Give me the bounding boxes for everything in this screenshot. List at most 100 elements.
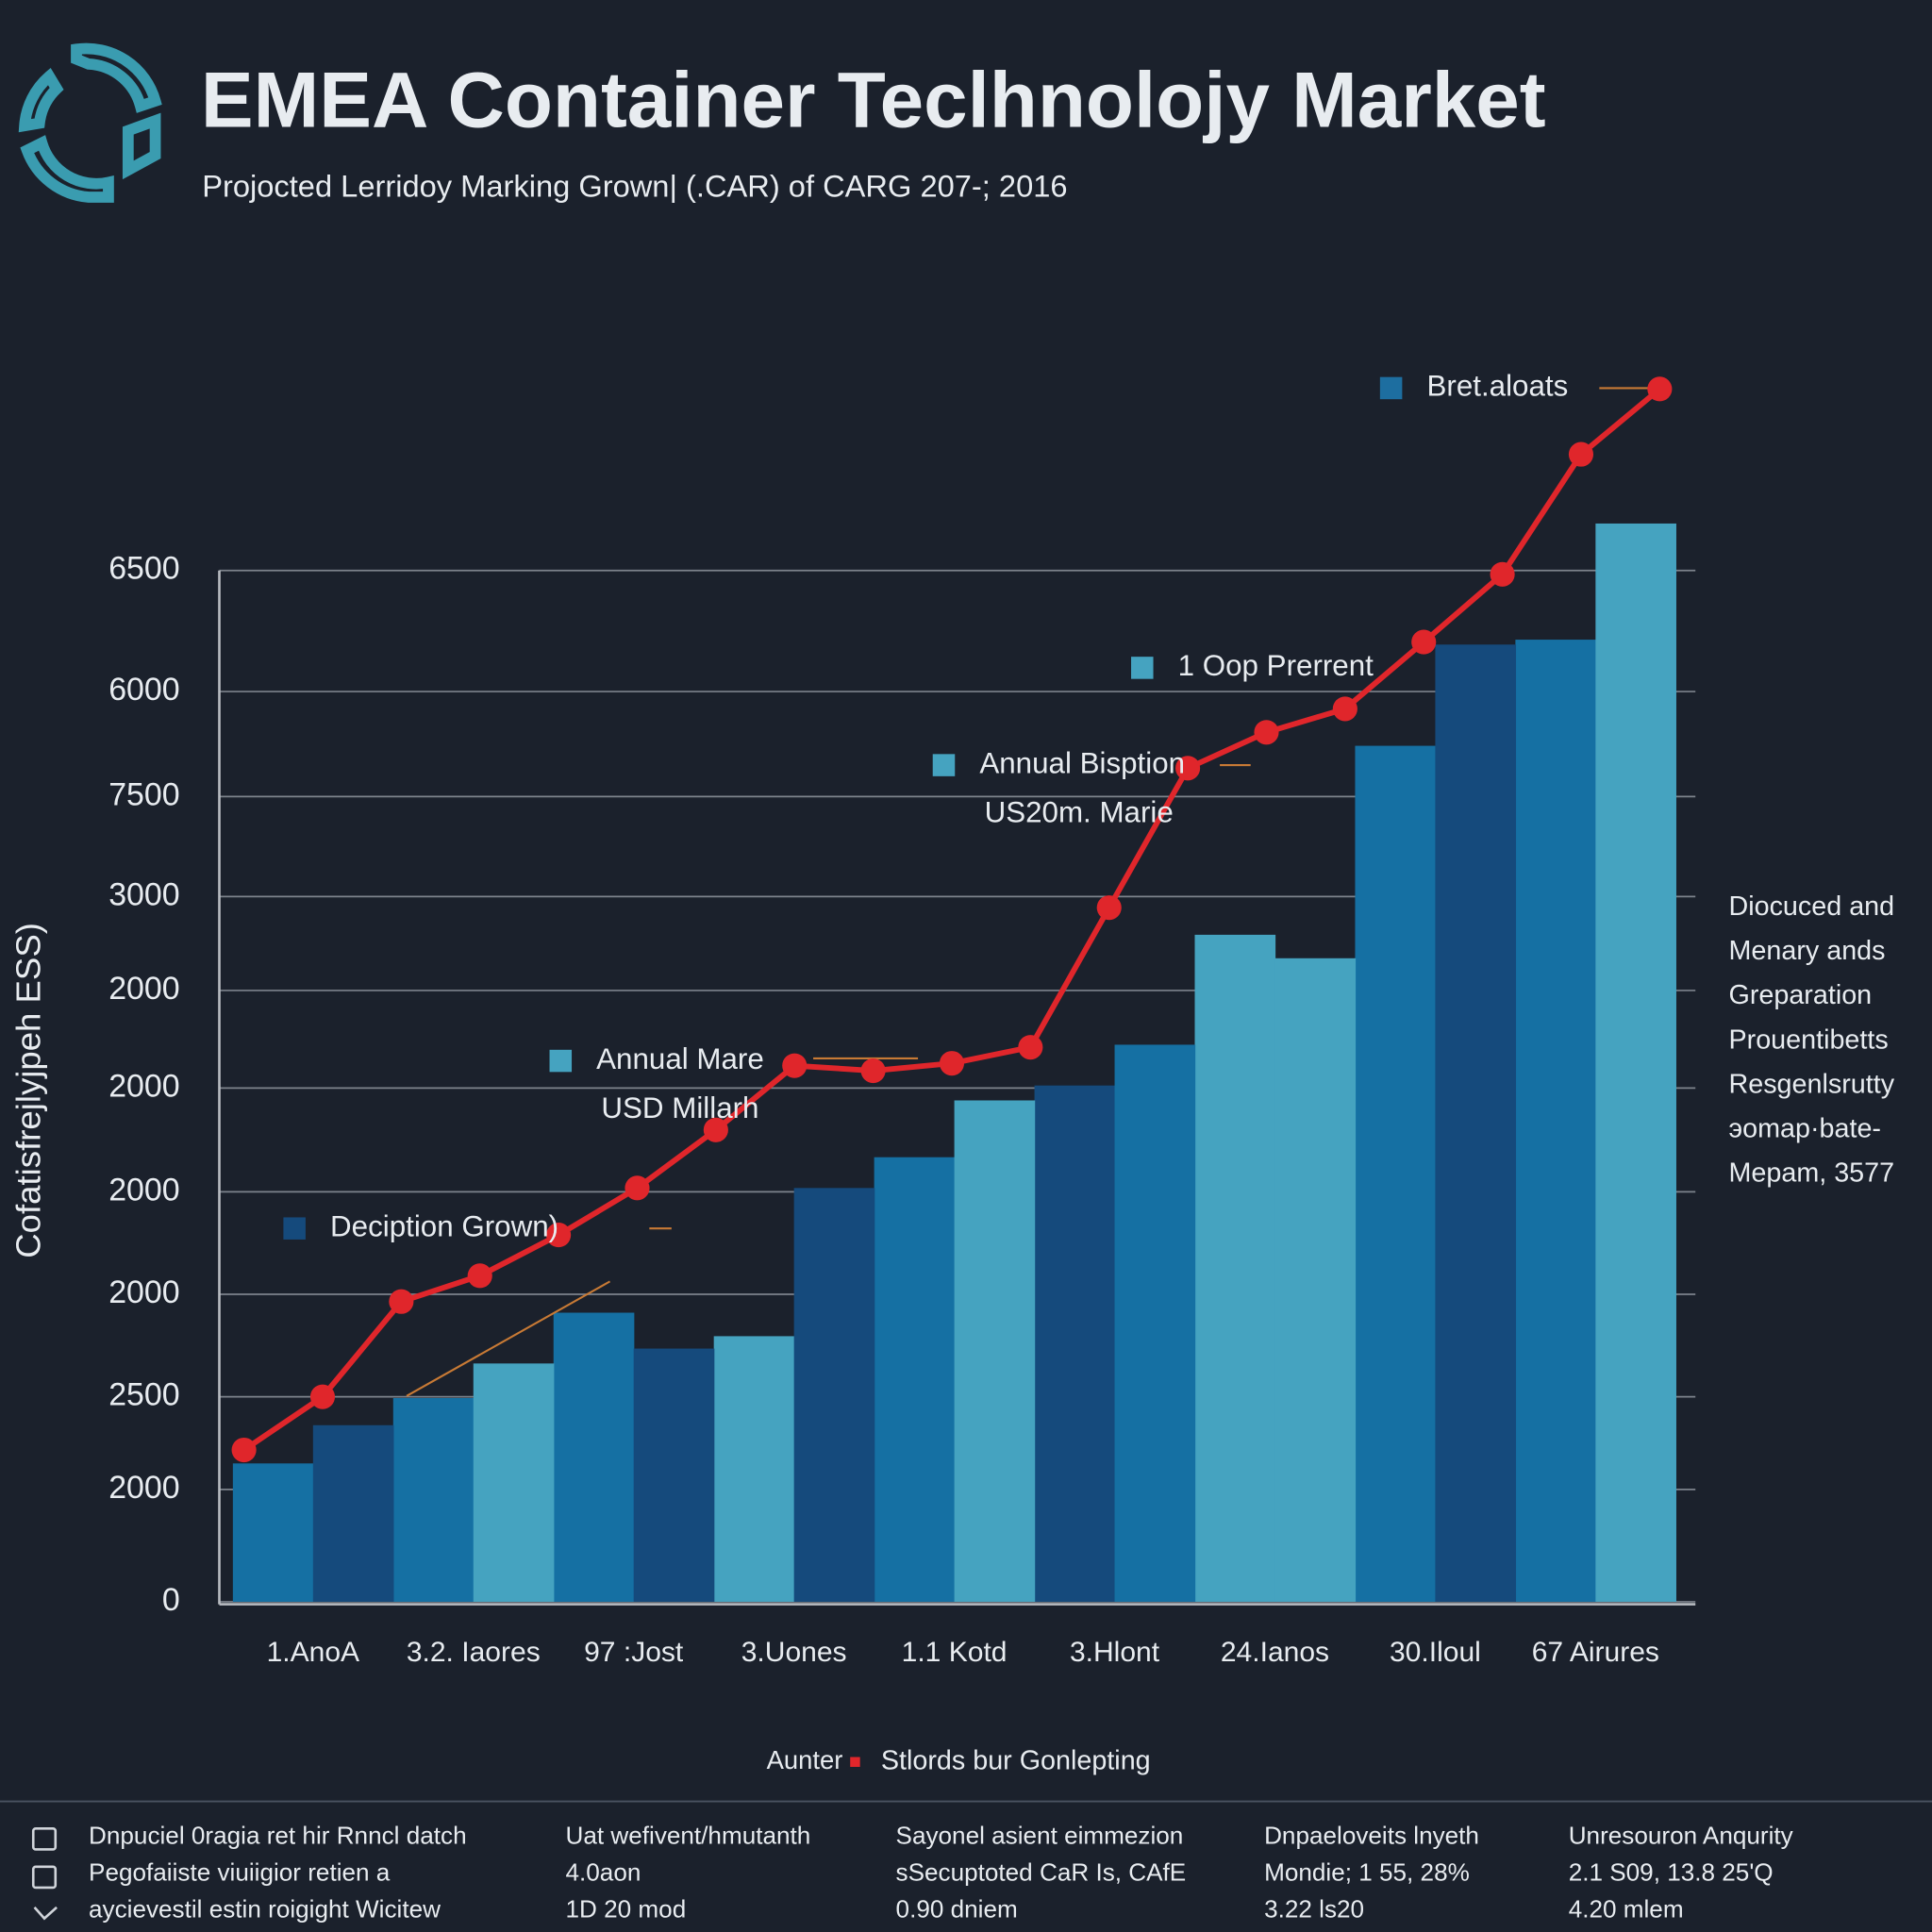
bar: [1114, 1044, 1196, 1602]
y-tick-label: 2000: [108, 1172, 180, 1208]
y-tick-label: 3000: [108, 876, 180, 912]
annotation-marker: [283, 1217, 306, 1240]
y-tick-label: 6000: [108, 672, 180, 708]
footer-icons: [31, 1826, 58, 1921]
bar: [1194, 934, 1276, 1602]
y-tick-label: 2500: [108, 1377, 180, 1413]
bar: [713, 1336, 795, 1602]
bar: [1274, 958, 1357, 1602]
bar: [312, 1424, 394, 1602]
annotation-marker: [1131, 657, 1154, 679]
annotation-text: Bret.aloats: [1426, 370, 1568, 403]
line-point: [1647, 376, 1673, 402]
line-point: [1568, 441, 1594, 467]
footer-text: Sayonel asient eimmezion: [896, 1821, 1184, 1849]
y-tick-label: 7500: [108, 776, 180, 812]
side-note: эomap·bate-: [1728, 1113, 1881, 1143]
annotation-text: Annual Mare: [596, 1042, 764, 1075]
bar: [793, 1188, 875, 1602]
legend-text: Stlords bur Gonlepting: [881, 1745, 1151, 1775]
x-tick-label: 3.Hlont: [1070, 1637, 1160, 1668]
footer-text: Dnpaeloveits lnyeth: [1264, 1821, 1479, 1849]
bar: [874, 1157, 956, 1602]
x-tick-label: 3.2. Iaores: [407, 1637, 541, 1668]
annotation-text: Deciption Grown): [330, 1209, 558, 1242]
side-note: Mepam, 3577: [1728, 1158, 1894, 1188]
side-note: Greparation: [1728, 980, 1872, 1010]
y-axis-label: Cofatisfrejlyjpeh ESS): [8, 923, 47, 1258]
annotation-text: 1 Oop Prerrent: [1178, 649, 1374, 682]
chart-subtitle: Projocted Lerridoy Marking Grown| (.CAR)…: [202, 168, 1067, 203]
bar: [633, 1348, 715, 1602]
bar: [553, 1312, 635, 1602]
line-point: [1254, 720, 1279, 745]
footer-text: 2.1 S09, 13.8 25'Q: [1569, 1858, 1774, 1887]
line-point: [1332, 696, 1357, 722]
side-note: Prouentibetts: [1728, 1024, 1888, 1055]
footer-text: 0.90 dniem: [896, 1895, 1018, 1924]
line-point: [703, 1117, 728, 1142]
footer-text: Uat wefivent/hmutanth: [566, 1821, 811, 1849]
x-tick-label: 24.Ianos: [1221, 1637, 1329, 1668]
bar: [1435, 644, 1517, 1602]
x-tick-label: 30.Ilоul: [1390, 1637, 1481, 1668]
line-point: [782, 1053, 808, 1078]
annotation-text: Annual Bisption: [979, 746, 1185, 779]
x-tick-label: 1.AnoA: [267, 1637, 360, 1668]
footer-text: 1D 20 mod: [566, 1895, 687, 1924]
bar: [1034, 1085, 1116, 1602]
line-point: [1096, 895, 1122, 921]
legend-text: Aunter: [767, 1745, 843, 1774]
line-point: [1411, 629, 1437, 655]
bar: [1515, 640, 1597, 1602]
x-tick-label: 97 :Jost: [584, 1637, 684, 1668]
annotation-marker: [932, 754, 956, 776]
legend-marker: [850, 1757, 860, 1767]
bar: [1595, 523, 1676, 1602]
line-point: [860, 1058, 886, 1084]
y-tick-label: 2000: [108, 971, 180, 1007]
y-tick-label: 0: [162, 1582, 180, 1618]
bar: [392, 1398, 475, 1602]
line-point: [467, 1263, 492, 1289]
footer-text: Mondie; 1 55, 28%: [1264, 1858, 1470, 1887]
side-note: Resgenlsrutty: [1728, 1069, 1894, 1099]
x-tick-label: 3.Uones: [741, 1637, 847, 1668]
footer-text: aycievestil estin roigight Wicitew: [89, 1895, 441, 1924]
annotation-text: USD Millarh: [601, 1091, 758, 1124]
footer-text: 3.22 ls20: [1264, 1895, 1364, 1924]
side-note: Menary ands: [1728, 936, 1885, 966]
side-note: Diocuced and: [1728, 891, 1894, 922]
line-point: [625, 1175, 650, 1201]
logo: [18, 42, 162, 203]
x-tick-label: 67 Airures: [1532, 1637, 1659, 1668]
footer-text: Unresouron Anqurity: [1569, 1821, 1793, 1849]
line-point: [939, 1051, 965, 1076]
footer-text: Dnpuciel 0ragia ret hir Rnncl datch: [89, 1821, 467, 1849]
x-tick-label: 1.1 Kotd: [902, 1637, 1008, 1668]
annotation-text: US20m. Marie: [985, 796, 1174, 829]
line-point: [389, 1289, 414, 1314]
y-tick-label: 6500: [108, 551, 180, 587]
line-point: [309, 1384, 336, 1409]
annotation-marker: [1379, 376, 1403, 400]
footer-text: 4.0aon: [566, 1858, 641, 1887]
y-tick-label: 2000: [108, 1068, 180, 1104]
bar: [1355, 745, 1437, 1602]
line-point: [231, 1437, 257, 1463]
footer-text: Pegofaiiste viuiigior retien a: [89, 1858, 391, 1887]
line-point: [546, 1223, 572, 1248]
bar: [954, 1100, 1036, 1602]
footer-text: sSecuptoted CaR Is, CAfE: [896, 1858, 1187, 1887]
annotation-marker: [549, 1049, 573, 1073]
chart-title: EMEA Container Teclhnolojy Market: [201, 55, 1546, 143]
y-tick-label: 2000: [108, 1274, 180, 1310]
line-point: [1175, 756, 1201, 781]
line-point: [1490, 561, 1515, 587]
footer-text: 4.20 mlem: [1569, 1895, 1684, 1924]
bar: [473, 1363, 555, 1602]
y-tick-label: 2000: [108, 1470, 180, 1506]
line-point: [1018, 1035, 1043, 1060]
bar: [232, 1463, 314, 1602]
